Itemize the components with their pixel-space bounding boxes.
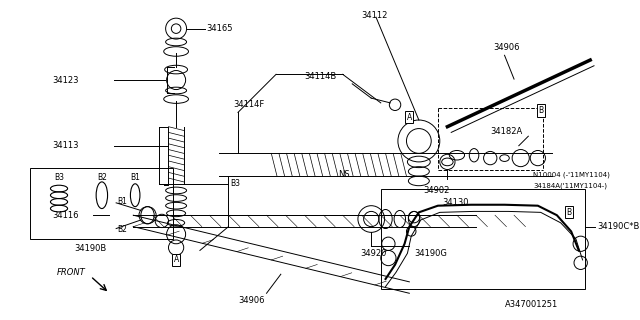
Text: 34114B: 34114B (305, 72, 337, 81)
Bar (381, 188, 586, 289)
Text: A: A (406, 113, 412, 122)
Text: 34165: 34165 (207, 24, 233, 33)
Text: B2: B2 (97, 172, 107, 182)
Text: A347001251: A347001251 (504, 300, 558, 309)
Text: B: B (538, 106, 543, 115)
Text: 34920: 34920 (360, 249, 386, 258)
Text: 34130: 34130 (443, 198, 469, 207)
Bar (31, 168, 173, 239)
Text: 34114F: 34114F (233, 100, 264, 109)
Text: 34116: 34116 (52, 211, 79, 220)
Text: B2: B2 (117, 225, 127, 234)
Text: 34112: 34112 (362, 11, 388, 20)
Text: 34906: 34906 (493, 43, 520, 52)
Text: N10004 (-'11MY1104): N10004 (-'11MY1104) (533, 171, 610, 178)
Text: 34190G: 34190G (414, 249, 447, 258)
Text: 34190C*B: 34190C*B (597, 222, 639, 231)
Text: B3: B3 (54, 172, 64, 182)
Text: 34906: 34906 (238, 296, 264, 305)
Text: 34113: 34113 (52, 141, 79, 150)
Text: B: B (566, 208, 572, 217)
Text: FRONT: FRONT (57, 268, 86, 277)
Text: 34182A: 34182A (490, 127, 522, 136)
Text: NS: NS (338, 170, 349, 179)
Text: B1: B1 (117, 197, 127, 206)
Text: 34902: 34902 (424, 186, 450, 195)
Text: 34190B: 34190B (74, 244, 106, 253)
Text: B3: B3 (230, 179, 241, 188)
Text: B1: B1 (130, 172, 140, 182)
Text: A: A (173, 255, 179, 264)
Text: 34123: 34123 (52, 76, 79, 84)
Text: 34184A('11MY1104-): 34184A('11MY1104-) (533, 182, 607, 189)
